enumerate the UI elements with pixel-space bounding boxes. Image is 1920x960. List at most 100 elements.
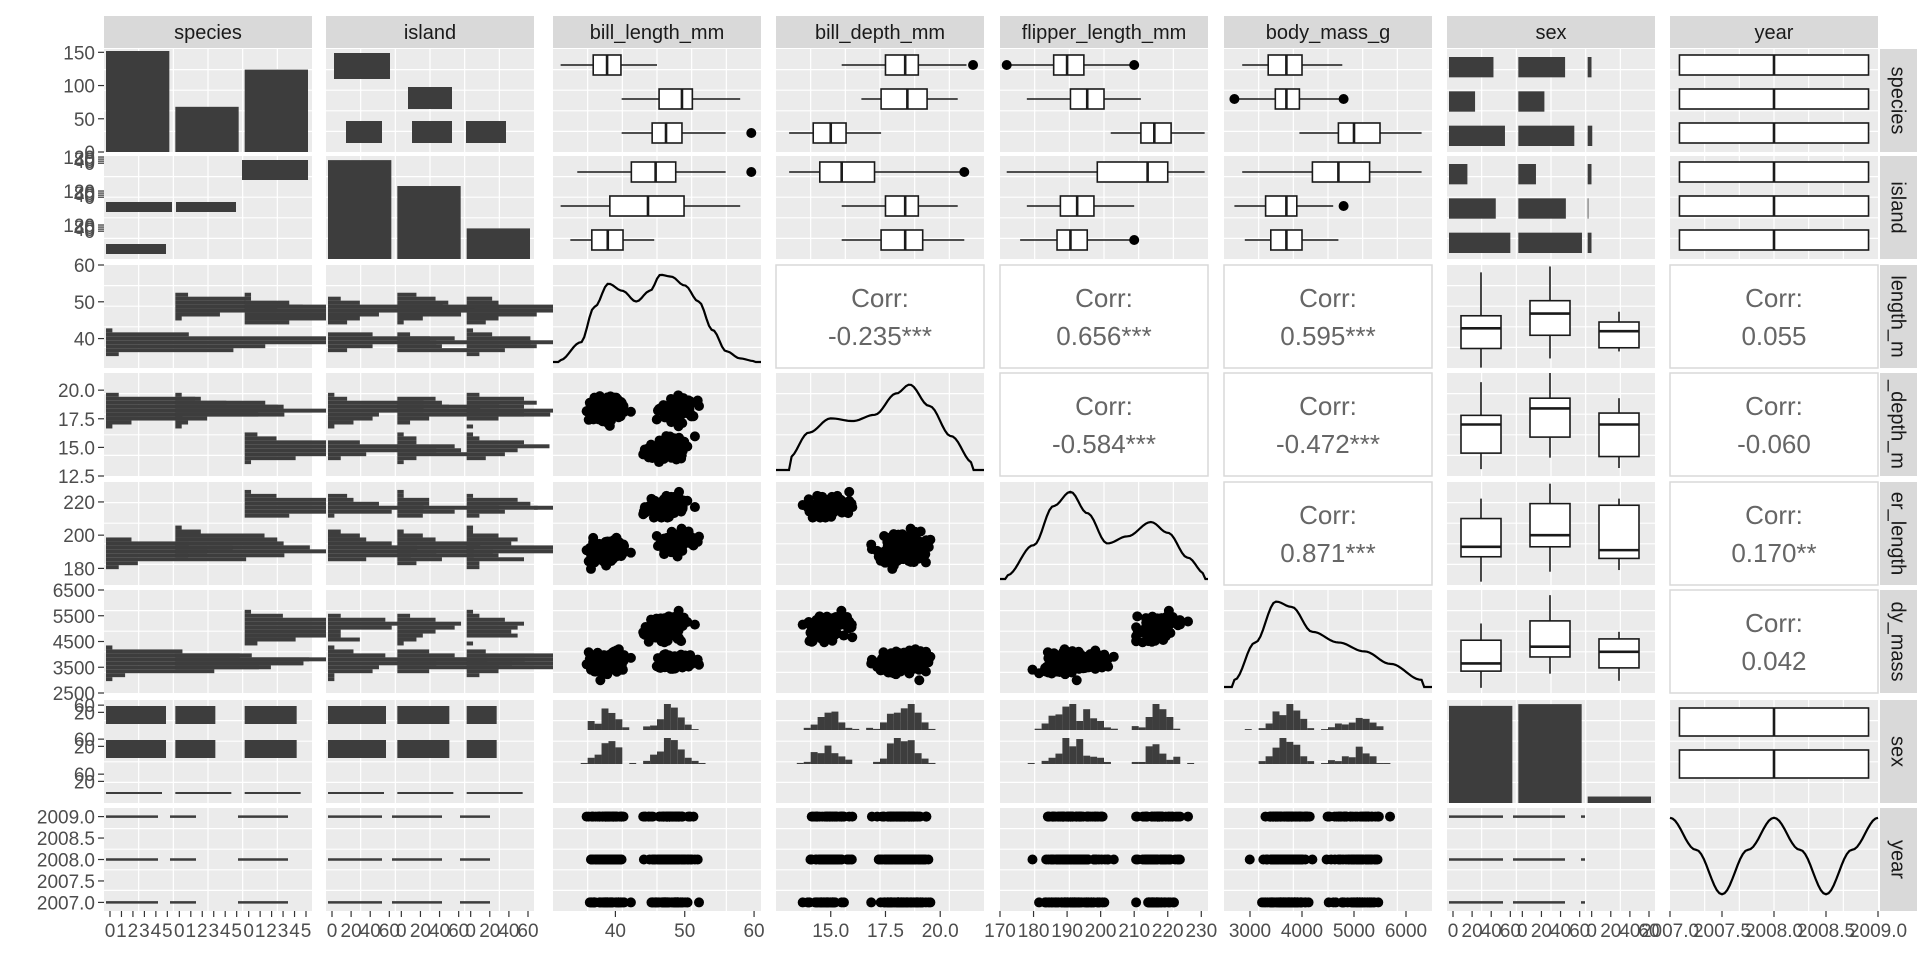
scatter-point (847, 632, 858, 643)
sex-hist-bar (886, 743, 894, 764)
scatter-point (673, 623, 684, 634)
scatter-point (805, 500, 816, 511)
y-tick-label: 60 (74, 256, 95, 277)
facet-hist-bar (397, 308, 500, 313)
scatter-point (692, 395, 703, 406)
scatter-point (596, 667, 607, 678)
scatter-point (1042, 647, 1053, 658)
facet-hist-bar (466, 416, 499, 421)
year-scatter-point (885, 854, 896, 865)
scatter-point (804, 636, 815, 647)
x-tick-label: 4 (289, 921, 300, 942)
scatter-point (677, 529, 688, 540)
facet-hist-bar (244, 316, 328, 321)
year-scatter-point (599, 897, 610, 908)
year-scatter-point (1244, 854, 1255, 865)
scatter-point (615, 399, 626, 410)
year-scatter-point (1096, 811, 1107, 822)
year-scatter-point (810, 811, 821, 822)
year-scatter-point (672, 897, 683, 908)
sex-hist-bar (587, 757, 595, 764)
sex-hist-bar (1145, 746, 1153, 764)
sex-hist-bar (1166, 717, 1174, 730)
scatter-point (897, 662, 908, 673)
year-scatter-point (838, 811, 849, 822)
scatter-point (581, 545, 592, 556)
y-tick-label: 150 (63, 43, 95, 64)
scatter-point (673, 499, 684, 510)
sex-hist-bar (1062, 706, 1070, 730)
scatter-point (670, 540, 681, 551)
sex-hist-bar (1328, 760, 1335, 764)
facet-hist-bar (328, 509, 392, 514)
facet-hist-bar (397, 633, 423, 638)
scatter-point (646, 614, 657, 625)
corr-label: Corr: (1745, 391, 1803, 421)
facet-hist-bar (397, 344, 442, 349)
sex-hist-bar (1307, 761, 1315, 764)
scatter-point (1034, 668, 1045, 679)
facet-hist-bar (328, 424, 335, 429)
facet-hist-bar (328, 336, 430, 341)
facet-hist-bar (328, 537, 367, 542)
year-scatter-point (1357, 854, 1368, 865)
scatter-point (670, 412, 681, 423)
facet-hist-bar (328, 416, 373, 421)
x-tick-label: 0 (1586, 921, 1597, 942)
facet-hist-bar (328, 653, 386, 658)
facet-hist-bar (466, 497, 518, 502)
scatter-point (686, 655, 697, 666)
facet-hist-bar (175, 533, 265, 538)
column-strip-species (104, 16, 312, 48)
sex-boxplot-box (1460, 314, 1502, 350)
sex-hist-bar (1334, 761, 1342, 764)
facet-hist-bar (328, 541, 392, 546)
sex-hist-bar (650, 725, 657, 730)
year-scatter-point (1307, 854, 1318, 865)
facet-hist-bar (466, 565, 480, 570)
scatter-point (615, 652, 626, 663)
island-facet-bar (334, 53, 390, 79)
facet-hist-bar (328, 617, 386, 622)
sex-hist-bar (698, 762, 706, 764)
facet-hist-bar (397, 661, 512, 666)
year-scatter-point (805, 854, 816, 865)
sex-hist-bar (1286, 741, 1294, 764)
facet-hist-bar (397, 452, 468, 457)
facet-hist-bar (397, 561, 417, 566)
sex-hist-bar (1041, 723, 1049, 730)
scatter-point (897, 529, 908, 540)
year-scatter-point (615, 854, 626, 865)
corr-value: -0.235*** (828, 321, 932, 351)
facet-hist-bar (397, 404, 500, 409)
boxplot-outlier (1338, 94, 1349, 104)
facet-hist-bar (466, 625, 518, 630)
sex-hist-bar (1152, 744, 1160, 764)
boxplot-outlier (746, 167, 757, 177)
facet-hist-bar (397, 320, 404, 325)
x-tick-label: 3000 (1229, 921, 1271, 942)
year-scatter-point (1321, 854, 1332, 865)
facet-hist-bar (175, 404, 284, 409)
sex-hist-bar (907, 704, 915, 730)
facet-hist-bar (106, 352, 119, 357)
facet-hist-bar (466, 352, 480, 357)
scatter-point (905, 651, 916, 662)
species-facet-bar (106, 202, 172, 212)
row-strip-island (1880, 156, 1917, 259)
body_mass-density-line (1224, 600, 1432, 689)
year-scatter-point (819, 897, 830, 908)
scatter-point (600, 397, 611, 408)
x-tick-label: 0 (105, 921, 116, 942)
facet-hist-bar (397, 637, 417, 642)
row-strip-label: species (1887, 67, 1909, 135)
year-scatter-point (885, 811, 896, 822)
corr-panel-3-4 (999, 372, 1209, 477)
boxplot-box (1056, 229, 1089, 251)
facet-hist-bar (397, 545, 474, 550)
y-tick-label: 40 (74, 330, 95, 351)
scatter-point (1131, 631, 1142, 642)
year-scatter-point (638, 811, 649, 822)
year-scatter-point (1347, 811, 1358, 822)
sex-hist-bar (817, 717, 825, 730)
